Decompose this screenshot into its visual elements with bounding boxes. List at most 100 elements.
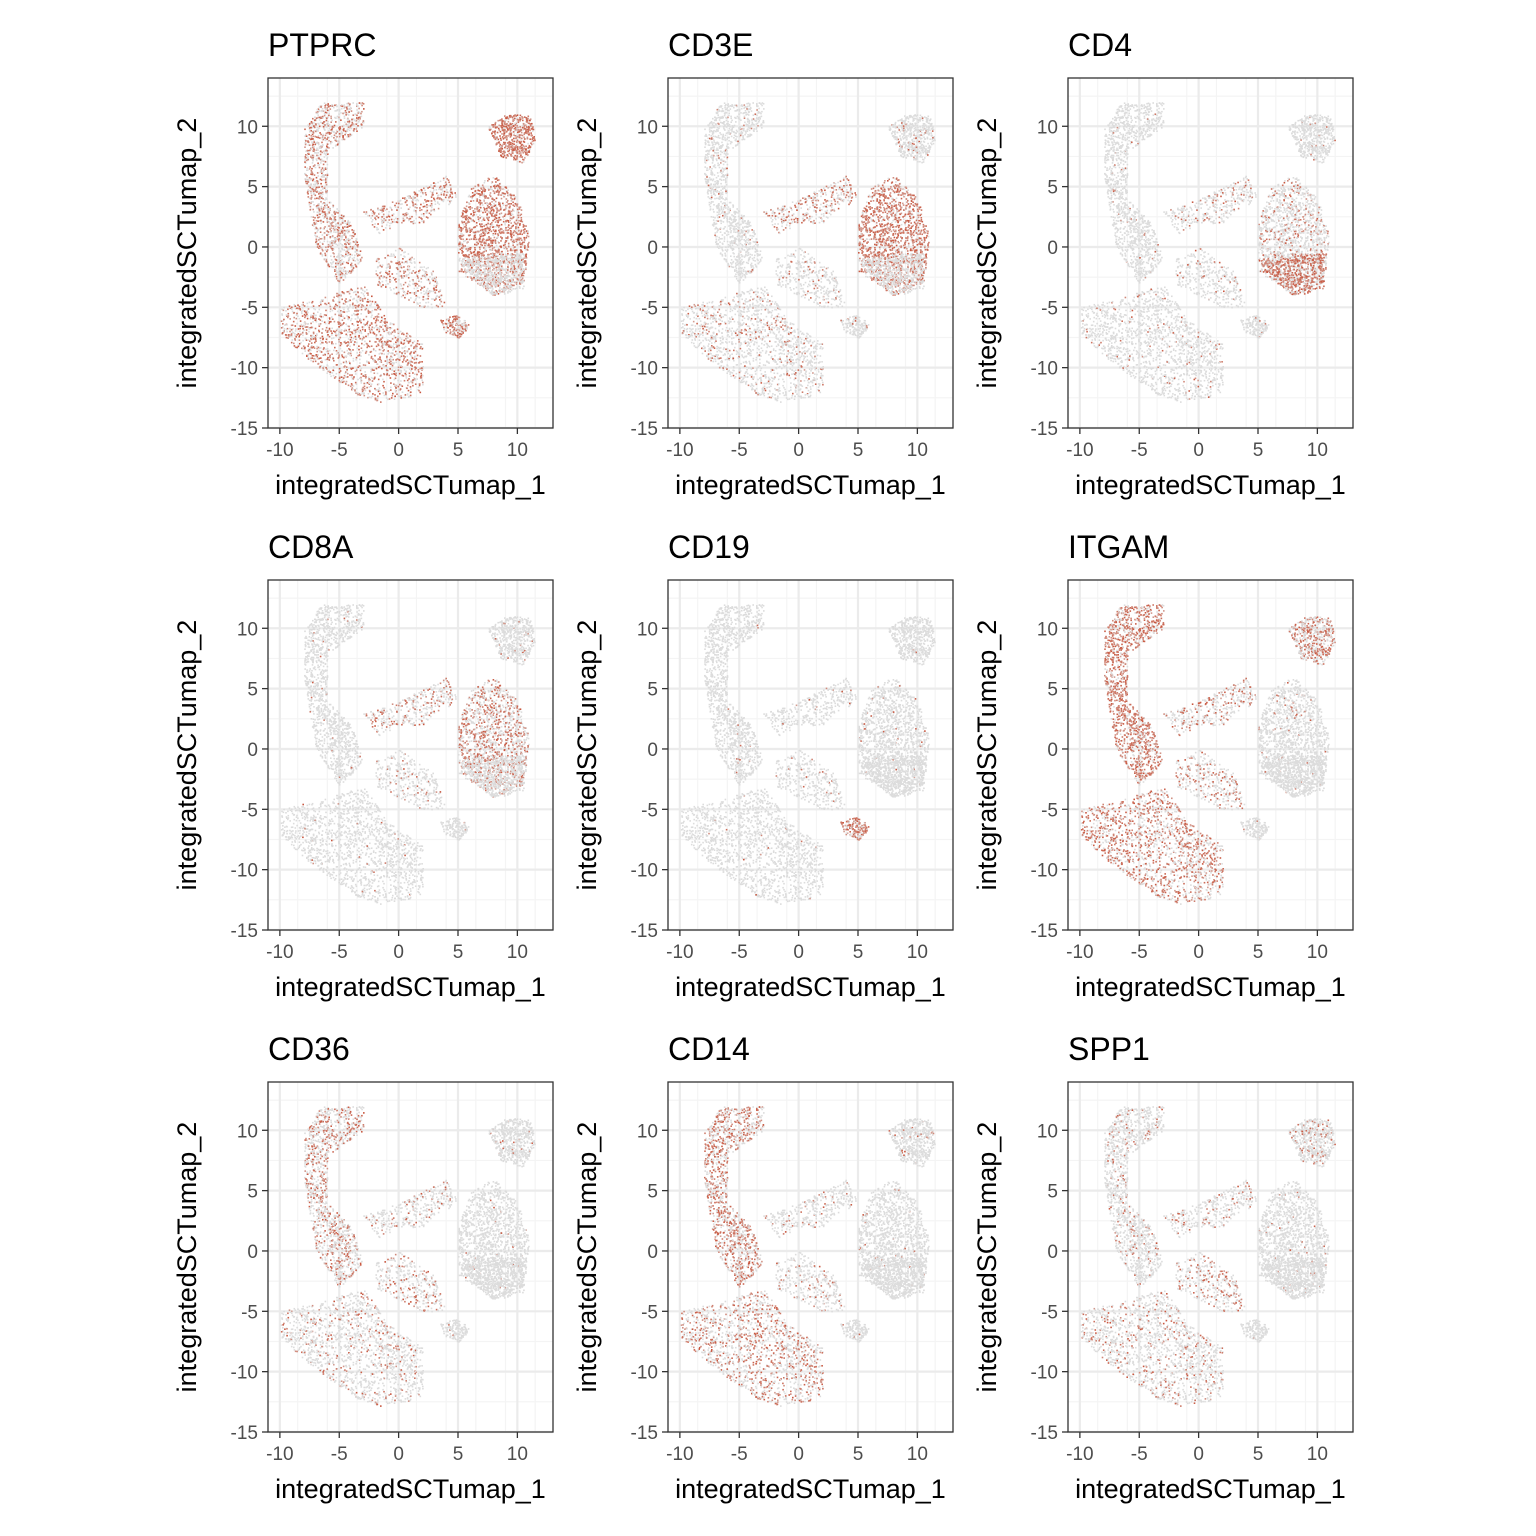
cell-point — [355, 373, 357, 375]
cell-point — [320, 253, 322, 255]
cell-point — [399, 373, 401, 375]
cell-point — [336, 130, 338, 132]
cell-point — [306, 314, 308, 316]
cell-point — [371, 303, 373, 305]
cell-point — [334, 125, 336, 127]
cell-point — [402, 214, 404, 216]
cell-point — [346, 366, 348, 368]
cell-point — [304, 166, 306, 168]
cell-point — [356, 130, 358, 132]
cell-point — [291, 307, 293, 309]
cell-point — [292, 339, 294, 341]
cell-point — [421, 361, 423, 363]
cell-point — [388, 375, 390, 377]
cell-point — [377, 223, 379, 225]
cell-point — [414, 341, 416, 343]
cell-point — [326, 260, 328, 262]
cell-point — [336, 278, 338, 280]
cell-point — [398, 386, 400, 388]
cell-point — [371, 312, 373, 314]
cell-point — [289, 305, 291, 307]
cell-point — [366, 347, 368, 349]
cell-point — [309, 123, 311, 125]
cell-point — [340, 261, 342, 263]
cell-point — [422, 348, 424, 350]
cell-point — [313, 211, 315, 213]
cell-point — [334, 238, 336, 240]
cell-point — [353, 114, 355, 116]
cell-point — [327, 216, 329, 218]
cell-point — [303, 329, 305, 331]
cell-point — [335, 263, 337, 265]
cell-point — [395, 342, 397, 344]
cell-point — [314, 185, 316, 187]
cell-point — [357, 291, 359, 293]
cell-point — [430, 205, 432, 207]
cell-point — [403, 375, 405, 377]
cell-point — [324, 241, 326, 243]
cell-point — [322, 243, 324, 245]
cell-point — [308, 185, 310, 187]
cell-point — [302, 302, 304, 304]
cell-point — [330, 116, 332, 118]
cell-point — [340, 323, 342, 325]
cell-point — [437, 202, 439, 204]
cell-point — [344, 274, 346, 276]
cell-point — [357, 301, 359, 303]
cell-point — [340, 370, 342, 372]
cell-point — [356, 357, 358, 359]
cell-point — [311, 138, 313, 140]
cell-point — [361, 347, 363, 349]
cell-point — [451, 200, 453, 202]
cell-point — [376, 338, 378, 340]
cell-point — [443, 178, 445, 180]
cell-point — [360, 113, 362, 115]
cell-point — [325, 112, 327, 114]
cell-point — [326, 351, 328, 353]
cell-point — [363, 211, 365, 213]
cell-point — [391, 347, 393, 349]
cell-point — [333, 358, 335, 360]
cell-point — [399, 396, 401, 398]
cell-point — [410, 381, 412, 383]
cell-point — [321, 212, 323, 214]
cell-point — [332, 372, 334, 374]
cell-point — [316, 223, 318, 225]
cell-point — [317, 215, 319, 217]
cell-point — [367, 335, 369, 337]
cell-point — [330, 118, 332, 120]
cell-point — [352, 246, 354, 248]
cell-point — [328, 106, 330, 108]
cell-point — [378, 313, 380, 315]
cell-point — [361, 111, 363, 113]
cell-point — [343, 292, 345, 294]
cell-point — [308, 350, 310, 352]
cell-point — [282, 323, 284, 325]
cell-point — [338, 232, 340, 234]
cell-point — [441, 192, 443, 194]
cell-point — [321, 152, 323, 154]
cell-point — [393, 343, 395, 345]
cell-point — [338, 271, 340, 273]
cell-point — [306, 183, 308, 185]
cell-point — [386, 367, 388, 369]
cell-point — [333, 350, 335, 352]
cell-point — [355, 244, 357, 246]
cell-point — [395, 385, 397, 387]
cell-point — [359, 362, 361, 364]
cell-point — [337, 116, 339, 118]
cell-point — [343, 108, 345, 110]
cell-point — [365, 336, 367, 338]
cell-point — [392, 365, 394, 367]
cell-point — [343, 130, 345, 132]
cell-point — [293, 332, 295, 334]
cell-point — [302, 328, 304, 330]
cell-point — [354, 255, 356, 257]
cell-point — [340, 135, 342, 137]
cell-point — [360, 370, 362, 372]
cell-point — [324, 203, 326, 205]
cell-point — [320, 304, 322, 306]
cell-point — [320, 192, 322, 194]
cell-point — [387, 339, 389, 341]
cell-point — [312, 150, 314, 152]
